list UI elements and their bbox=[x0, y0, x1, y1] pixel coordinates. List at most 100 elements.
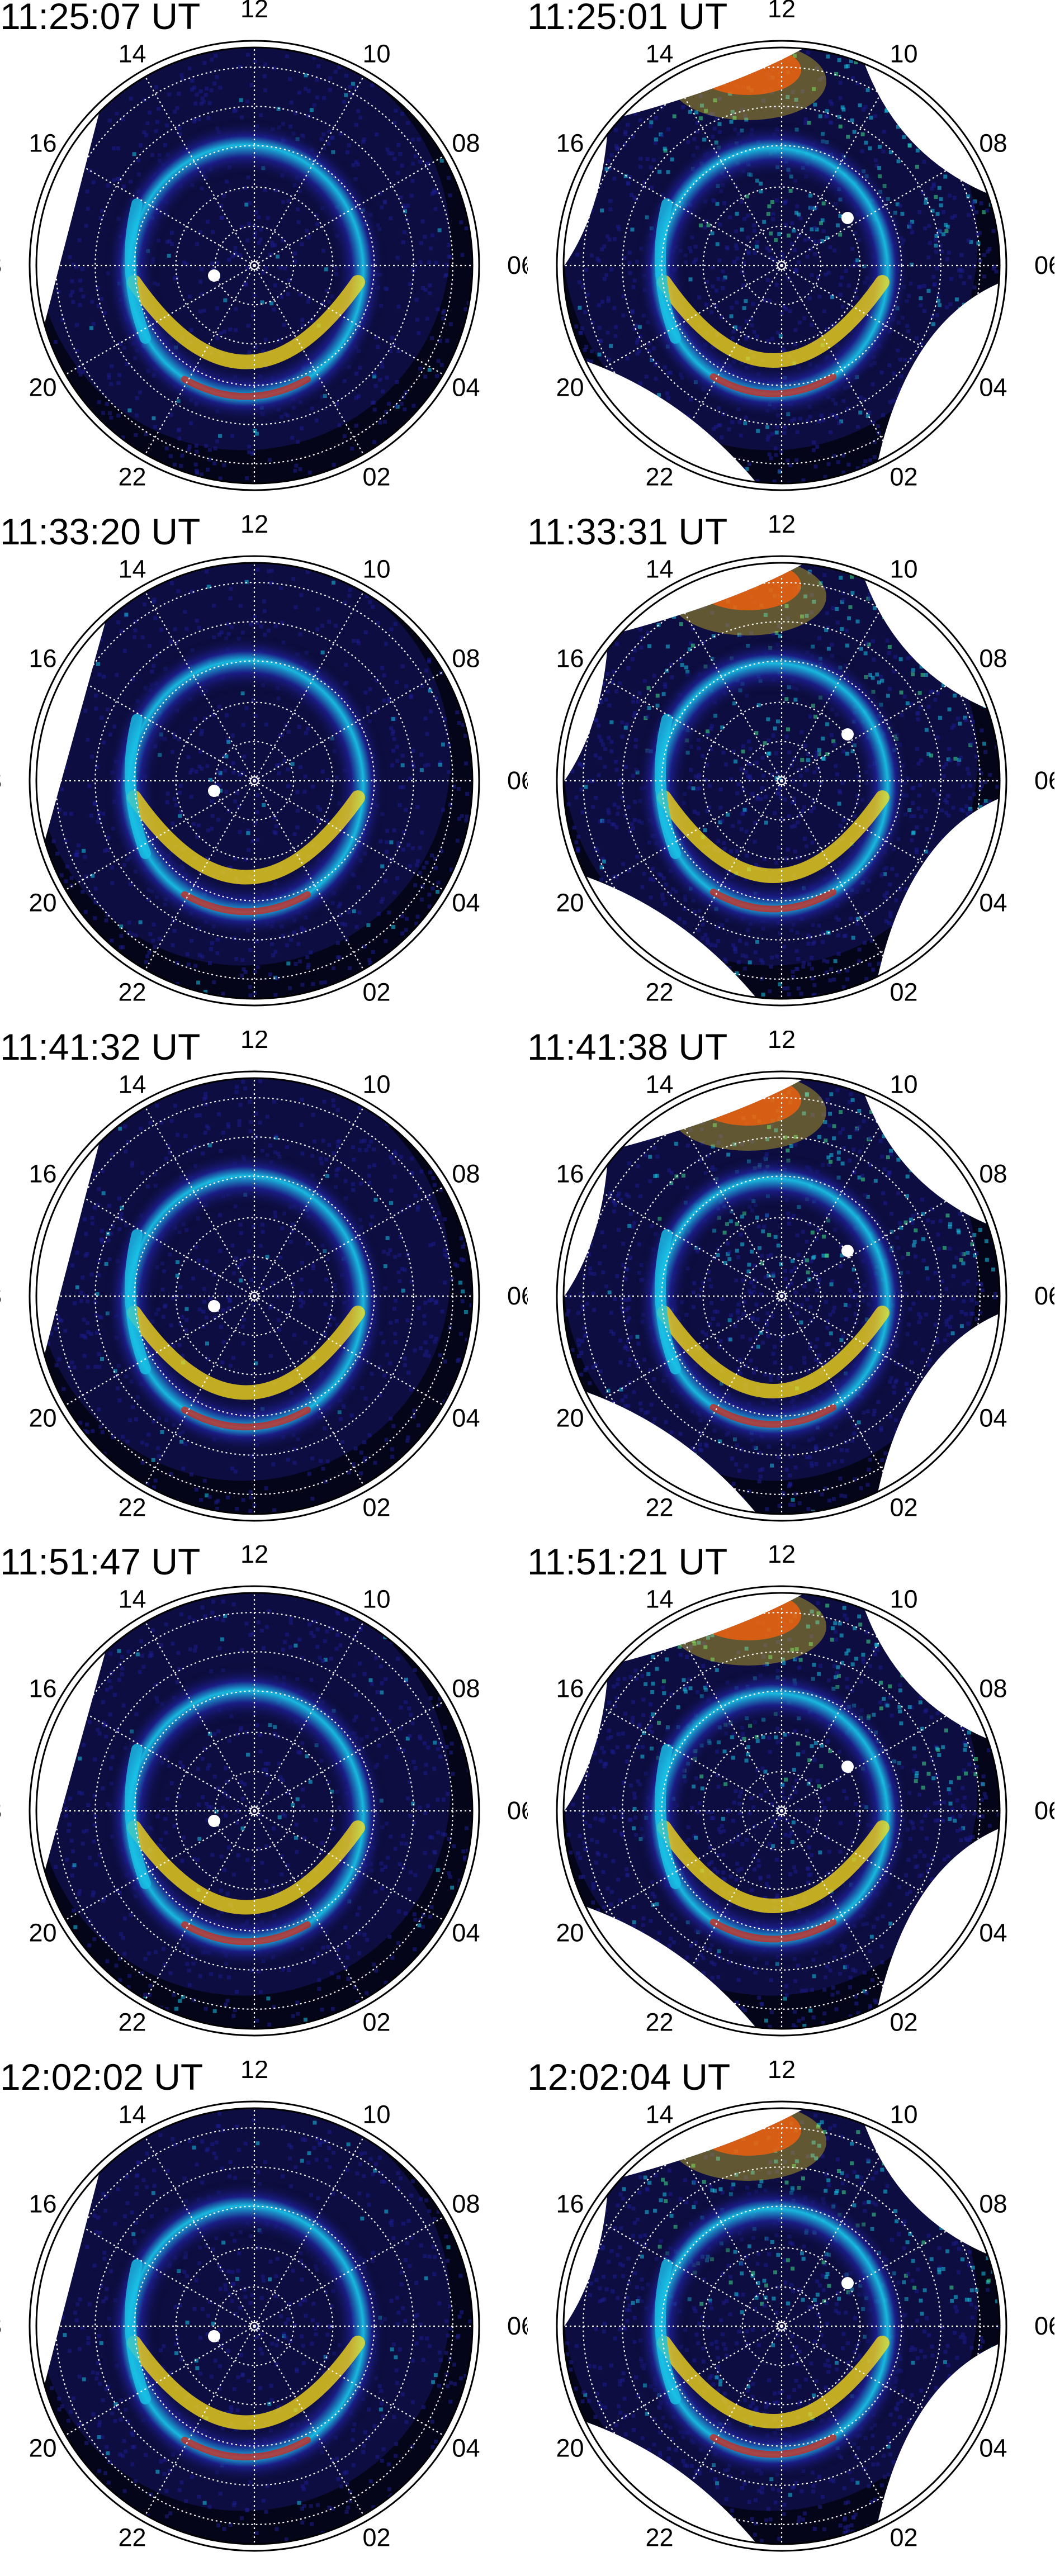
polar-plot: 00 02 04 06 08 10 12 14 16 18 20 22 11:41:38 UT bbox=[527, 1031, 1054, 1545]
mlt-label-02: 02 bbox=[362, 1493, 390, 1521]
station-marker bbox=[208, 1300, 220, 1312]
timestamp-label: 12:02:04 UT bbox=[527, 2061, 730, 2098]
mlt-label-22: 22 bbox=[645, 1493, 673, 1521]
polar-frame-outer bbox=[556, 1070, 1007, 1522]
mlt-label-16: 16 bbox=[29, 2190, 57, 2218]
mlt-label-20: 20 bbox=[556, 373, 584, 402]
mlt-label-00: 00 bbox=[768, 2056, 796, 2060]
mlt-label-20: 20 bbox=[29, 889, 57, 917]
mlt-label-08: 08 bbox=[452, 129, 480, 158]
polar-frame-outer bbox=[556, 555, 1007, 1007]
polar-frame-inner bbox=[562, 46, 1001, 485]
timestamp-label: 11:25:01 UT bbox=[527, 0, 727, 37]
timestamp-label: 11:41:38 UT bbox=[527, 1031, 727, 1068]
mlt-label-08: 08 bbox=[452, 2190, 480, 2218]
polar-frame-outer bbox=[556, 1585, 1007, 2037]
mlt-label-18: 18 bbox=[527, 2312, 529, 2340]
mlt-label-12: 12 bbox=[768, 0, 796, 23]
mlt-label-12: 12 bbox=[240, 515, 268, 538]
polar-frame-outer bbox=[29, 555, 480, 1007]
mlt-label-00: 00 bbox=[240, 511, 268, 515]
mlt-label-22: 22 bbox=[118, 462, 146, 491]
mlt-label-18: 18 bbox=[0, 1796, 2, 1825]
mlt-label-14: 14 bbox=[118, 40, 146, 68]
timestamp-label: 12:02:02 UT bbox=[0, 2061, 203, 2098]
polar-frame-inner bbox=[35, 562, 474, 1000]
panel-row1-right: 00 02 04 06 08 10 12 14 16 18 20 22 11:25:01 UT bbox=[527, 0, 1054, 515]
polar-grid bbox=[36, 48, 472, 483]
mlt-label-22: 22 bbox=[645, 462, 673, 491]
station-marker bbox=[841, 2277, 854, 2289]
mlt-label-08: 08 bbox=[979, 1160, 1007, 1188]
polar-frame-inner bbox=[562, 562, 1001, 1000]
polar-grid bbox=[564, 1593, 1000, 2029]
polar-plot: 00 02 04 06 08 10 12 14 16 18 20 22 11:25:07 UT bbox=[0, 0, 527, 515]
station-marker bbox=[208, 2330, 220, 2342]
mlt-label-08: 08 bbox=[979, 129, 1007, 158]
mlt-label-10: 10 bbox=[362, 2100, 390, 2129]
polar-grid bbox=[564, 48, 1000, 483]
mlt-label-04: 04 bbox=[979, 373, 1007, 402]
polar-frame-inner bbox=[35, 46, 474, 485]
timestamp-label: 11:41:32 UT bbox=[0, 1031, 200, 1068]
mlt-label-02: 02 bbox=[890, 2523, 917, 2551]
mlt-label-20: 20 bbox=[29, 1404, 57, 1432]
mlt-label-00: 00 bbox=[768, 1026, 796, 1030]
mlt-label-00: 00 bbox=[240, 1541, 268, 1545]
polar-frame-outer bbox=[29, 40, 480, 491]
mlt-label-18: 18 bbox=[0, 251, 2, 279]
polar-plot: 00 02 04 06 08 10 12 14 16 18 20 22 12:02:04 UT bbox=[527, 2061, 1054, 2575]
mlt-label-08: 08 bbox=[979, 1674, 1007, 1703]
mlt-label-14: 14 bbox=[645, 555, 673, 583]
mlt-label-06: 06 bbox=[507, 1282, 527, 1310]
mlt-label-16: 16 bbox=[29, 129, 57, 158]
mlt-label-22: 22 bbox=[645, 2008, 673, 2036]
mlt-label-00: 00 bbox=[768, 2572, 796, 2575]
mlt-label-08: 08 bbox=[452, 1674, 480, 1703]
mlt-label-04: 04 bbox=[452, 1919, 480, 1947]
polar-plot: 00 02 04 06 08 10 12 14 16 18 20 22 11:51:47 UT bbox=[0, 1545, 527, 2060]
panel-row1-left: 00 02 04 06 08 10 12 14 16 18 20 22 11:25:07 UT bbox=[0, 0, 527, 515]
auroral-image bbox=[36, 48, 472, 483]
mlt-label-04: 04 bbox=[979, 889, 1007, 917]
station-marker bbox=[208, 785, 220, 797]
mlt-label-14: 14 bbox=[645, 40, 673, 68]
timestamp-label: 11:51:21 UT bbox=[527, 1545, 727, 1582]
panel-row3-left: 00 02 04 06 08 10 12 14 16 18 20 22 11:41:32 UT bbox=[0, 1031, 527, 1545]
mlt-label-20: 20 bbox=[556, 2434, 584, 2463]
mlt-label-10: 10 bbox=[890, 1070, 917, 1099]
polar-frame-inner bbox=[562, 2107, 1001, 2545]
mlt-label-20: 20 bbox=[29, 373, 57, 402]
station-marker bbox=[841, 1245, 854, 1257]
mlt-label-12: 12 bbox=[768, 1545, 796, 1568]
mlt-label-02: 02 bbox=[362, 978, 390, 1006]
polar-frame-outer bbox=[556, 2100, 1007, 2552]
mlt-label-06: 06 bbox=[507, 766, 527, 795]
mlt-label-22: 22 bbox=[645, 978, 673, 1006]
panel-row5-left: 00 02 04 06 08 10 12 14 16 18 20 22 12:02:02 UT bbox=[0, 2061, 527, 2575]
mlt-label-10: 10 bbox=[362, 1070, 390, 1099]
station-marker bbox=[841, 728, 854, 741]
mlt-label-04: 04 bbox=[452, 889, 480, 917]
mlt-label-04: 04 bbox=[979, 1404, 1007, 1432]
mlt-label-22: 22 bbox=[118, 2008, 146, 2036]
polar-frame-inner bbox=[562, 1592, 1001, 2030]
mlt-label-20: 20 bbox=[29, 1919, 57, 1947]
mlt-label-04: 04 bbox=[452, 373, 480, 402]
mlt-label-02: 02 bbox=[362, 462, 390, 491]
mlt-label-00: 00 bbox=[240, 2056, 268, 2060]
mlt-label-10: 10 bbox=[890, 1585, 917, 1614]
mlt-label-00: 00 bbox=[240, 1026, 268, 1030]
mlt-label-06: 06 bbox=[507, 251, 527, 279]
panel-row4-left: 00 02 04 06 08 10 12 14 16 18 20 22 11:51:47 UT bbox=[0, 1545, 527, 2060]
mlt-label-10: 10 bbox=[890, 40, 917, 68]
mlt-label-06: 06 bbox=[1034, 1282, 1054, 1310]
mlt-label-04: 04 bbox=[452, 2434, 480, 2463]
mlt-label-16: 16 bbox=[556, 129, 584, 158]
mlt-label-06: 06 bbox=[507, 1796, 527, 1825]
panel-row5-right: 00 02 04 06 08 10 12 14 16 18 20 22 12:02:04 UT bbox=[527, 2061, 1054, 2575]
mlt-label-18: 18 bbox=[527, 1796, 529, 1825]
polar-grid bbox=[36, 1078, 472, 1514]
mlt-label-18: 18 bbox=[527, 766, 529, 795]
